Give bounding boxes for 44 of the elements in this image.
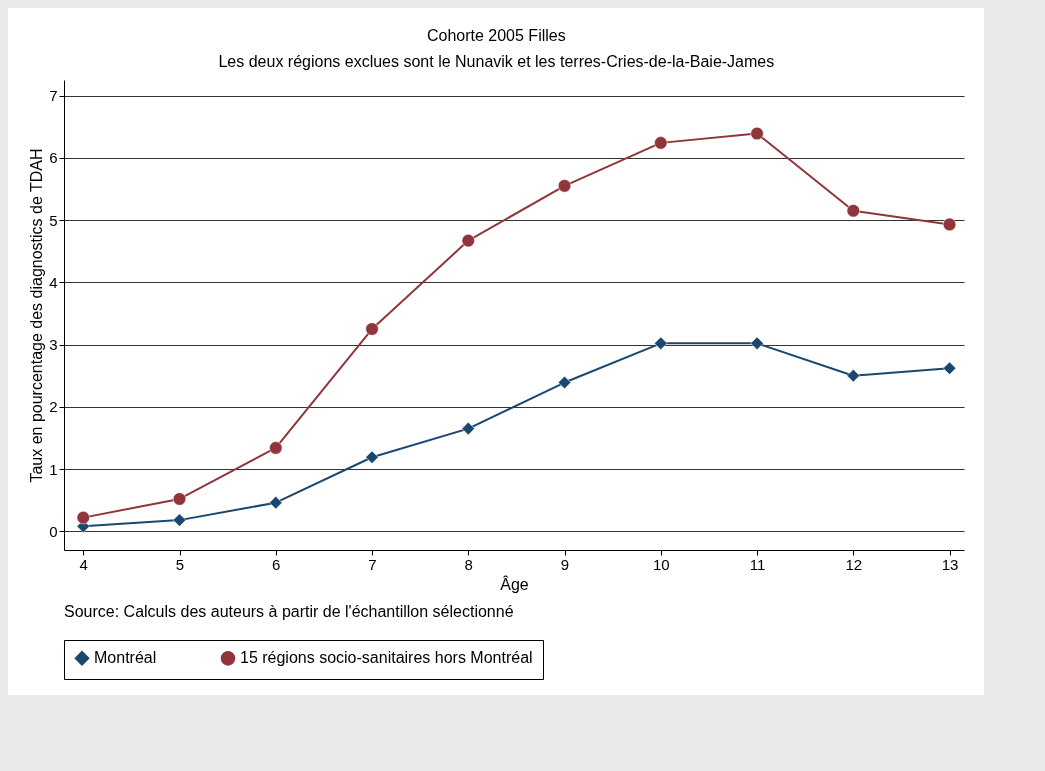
x-tick-label: 7 bbox=[368, 555, 377, 573]
point bbox=[172, 513, 187, 527]
point bbox=[654, 336, 668, 350]
point bbox=[942, 361, 957, 375]
x-tick-label: 8 bbox=[464, 555, 473, 573]
chart-subtitle: Les deux régions exclues sont le Nunavik et les terres-Cries-de-la-Baie-James bbox=[218, 53, 775, 70]
point bbox=[76, 511, 90, 525]
x-tick-label: 13 bbox=[941, 555, 959, 573]
point bbox=[269, 441, 283, 455]
y-tick-label: 5 bbox=[49, 211, 58, 229]
point bbox=[365, 322, 379, 336]
y-tick-label: 1 bbox=[49, 460, 58, 478]
x-tick-label: 4 bbox=[79, 555, 88, 573]
legend-label: Montréal bbox=[94, 649, 157, 667]
point bbox=[172, 492, 187, 506]
point bbox=[557, 179, 572, 193]
point bbox=[557, 375, 572, 390]
x-tick-label: 6 bbox=[272, 555, 281, 573]
x-axis-title: Âge bbox=[500, 574, 529, 593]
x-tick-label: 11 bbox=[749, 555, 766, 573]
y-tick-label: 7 bbox=[49, 87, 58, 105]
x-tick-label: 12 bbox=[845, 555, 863, 573]
point bbox=[461, 422, 475, 436]
x-tick-label: 10 bbox=[652, 555, 670, 573]
y-tick-label: 0 bbox=[49, 522, 58, 540]
point bbox=[750, 336, 764, 350]
point bbox=[654, 136, 668, 150]
legend-label: 15 régions socio-sanitaires hors Montréal bbox=[240, 649, 533, 667]
y-tick-label: 6 bbox=[49, 149, 58, 167]
chart-title: Cohorte 2005 Filles bbox=[426, 27, 566, 44]
point bbox=[750, 126, 764, 141]
point bbox=[846, 369, 860, 383]
point bbox=[942, 217, 957, 231]
source-note: Source: Calculs des auteurs à partir de l'échantillon sélectionné bbox=[64, 603, 514, 620]
x-tick-label: 9 bbox=[560, 555, 570, 573]
y-tick-label: 3 bbox=[49, 336, 58, 354]
point bbox=[846, 204, 860, 218]
point bbox=[365, 450, 379, 464]
point bbox=[461, 234, 475, 248]
point bbox=[269, 496, 283, 510]
y-axis-title: Taux en pourcentage des diagnostics de TDAH bbox=[28, 148, 46, 483]
y-tick-label: 4 bbox=[49, 273, 58, 291]
y-tick-label: 2 bbox=[49, 398, 58, 416]
x-tick-label: 5 bbox=[175, 555, 185, 573]
